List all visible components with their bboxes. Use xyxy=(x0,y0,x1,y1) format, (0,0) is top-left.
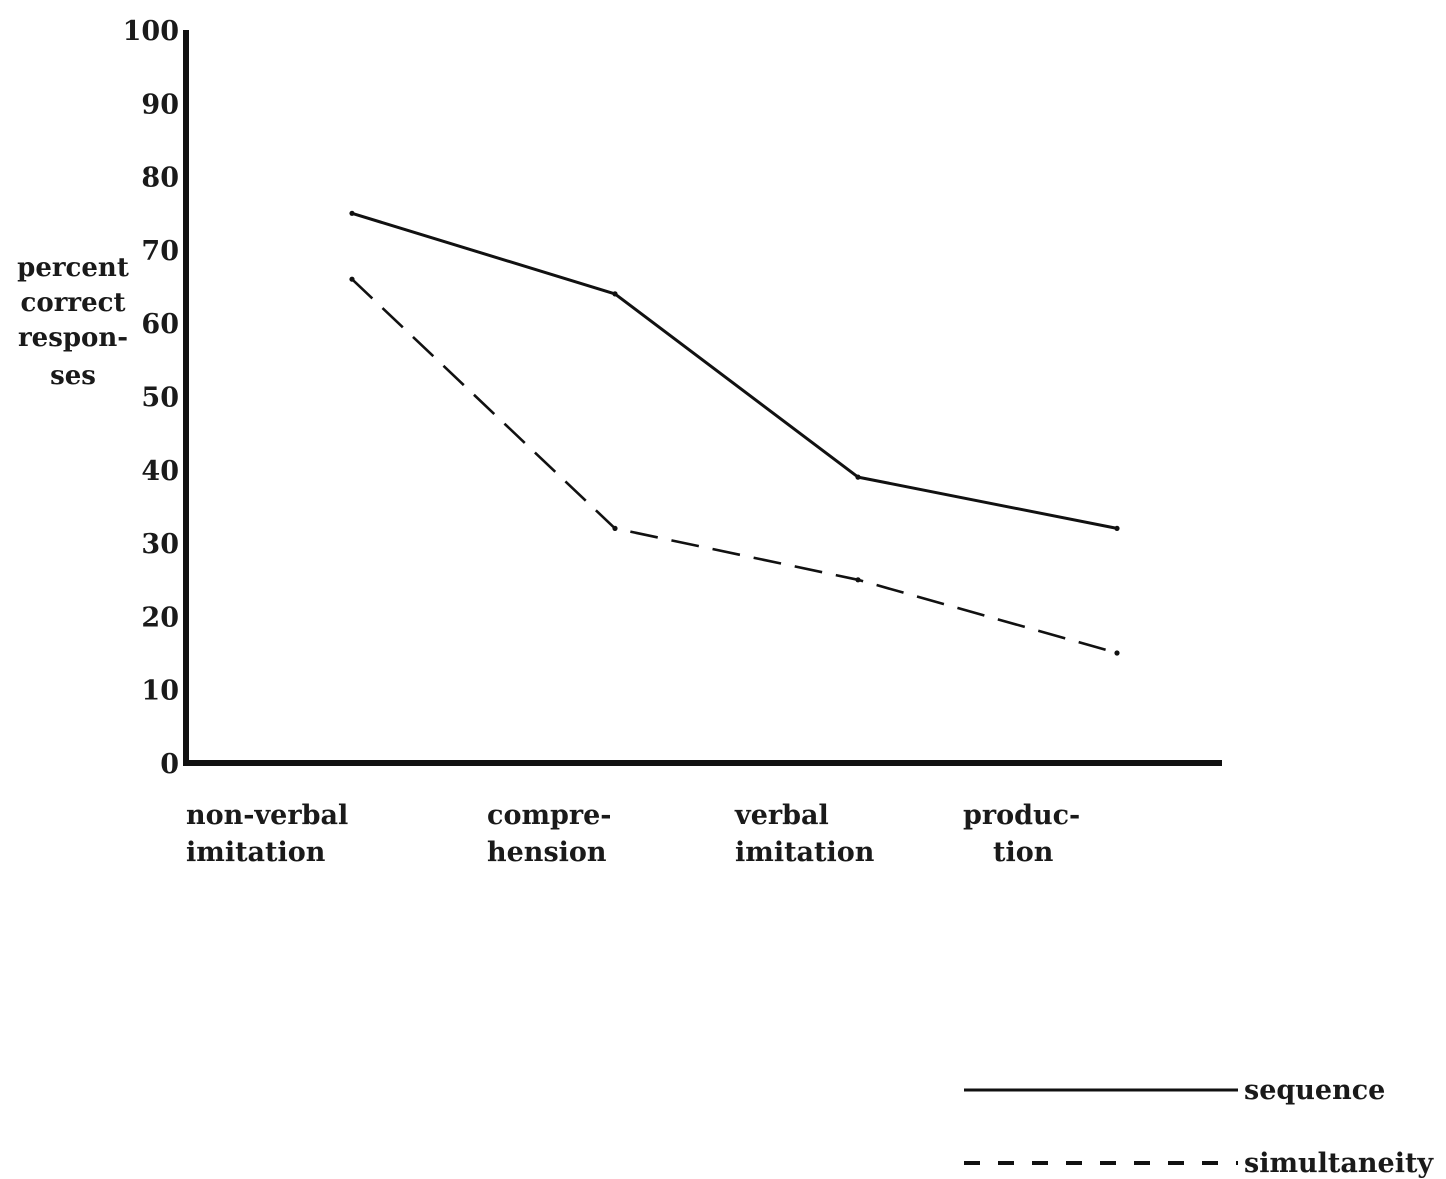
x-category-label: imitation xyxy=(186,837,326,868)
legend-label-simultaneity: simultaneity xyxy=(1244,1148,1434,1179)
y-tick-label: 100 xyxy=(123,16,179,47)
y-tick-label: 90 xyxy=(141,89,179,120)
y-tick-label: 40 xyxy=(141,456,179,487)
y-axis-label-line: respon- xyxy=(18,323,128,353)
y-axis-label: percent correct respon-ses xyxy=(17,253,129,391)
data-point-sequence xyxy=(612,291,618,297)
data-point-simultaneity xyxy=(349,276,355,282)
y-tick-label: 60 xyxy=(141,309,179,340)
x-category-label: verbal xyxy=(734,800,829,831)
y-axis-ticks: 0 10 20 30 40 50 60 70 80 90 100 xyxy=(123,16,179,780)
y-tick-label: 30 xyxy=(141,529,179,560)
y-axis-label-line: correct xyxy=(21,288,126,318)
legend: sequence simultaneity xyxy=(964,1075,1434,1179)
x-category-label: tion xyxy=(993,837,1054,868)
y-tick-label: 0 xyxy=(160,749,179,780)
y-axis-label-line: percent xyxy=(17,253,129,283)
x-axis-categories: non-verbal imitation compre-hension verbal i… xyxy=(186,800,1080,868)
data-point-sequence xyxy=(855,474,861,480)
data-point-sequence xyxy=(349,210,355,216)
data-point-simultaneity xyxy=(1114,650,1120,656)
data-point-simultaneity xyxy=(855,577,861,583)
series-line-sequence xyxy=(351,211,1118,530)
y-tick-label: 70 xyxy=(141,236,179,267)
data-point-simultaneity xyxy=(612,525,618,532)
x-category-label: produc- xyxy=(963,800,1080,831)
y-tick-label: 10 xyxy=(141,676,179,707)
x-category-label: imitation xyxy=(735,837,875,868)
x-category-label: compre- xyxy=(487,800,612,831)
x-category-label: non-verbal xyxy=(186,800,348,831)
y-tick-label: 80 xyxy=(141,163,179,194)
data-point-sequence xyxy=(1114,525,1120,532)
series-line-simultaneity xyxy=(351,278,1118,655)
y-tick-label: 20 xyxy=(141,602,179,633)
y-axis-label-line: ses xyxy=(50,361,96,391)
series-lines xyxy=(349,210,1120,656)
x-category-label: hension xyxy=(487,837,607,868)
y-tick-label: 50 xyxy=(141,383,179,414)
legend-label-sequence: sequence xyxy=(1244,1075,1385,1106)
